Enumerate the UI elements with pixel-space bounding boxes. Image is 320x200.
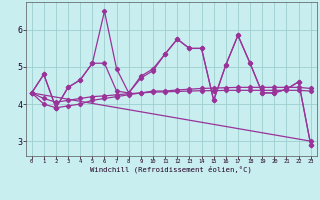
X-axis label: Windchill (Refroidissement éolien,°C): Windchill (Refroidissement éolien,°C) [90,166,252,173]
